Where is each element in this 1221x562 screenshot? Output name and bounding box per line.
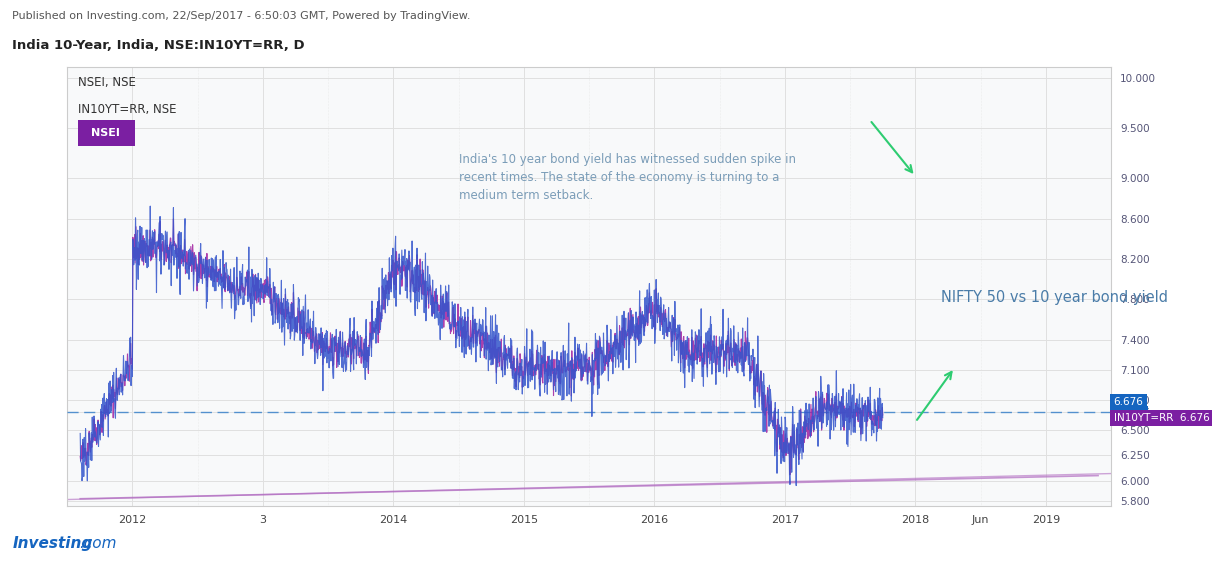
- FancyBboxPatch shape: [78, 120, 136, 146]
- Text: 6.676: 6.676: [1114, 397, 1143, 407]
- Text: India 10-Year, India, NSE:IN10YT=RR, D: India 10-Year, India, NSE:IN10YT=RR, D: [12, 39, 305, 52]
- Text: .com: .com: [79, 536, 117, 551]
- Text: Published on Investing.com, 22/Sep/2017 - 6:50:03 GMT, Powered by TradingView.: Published on Investing.com, 22/Sep/2017 …: [12, 11, 471, 21]
- Text: Investing: Investing: [12, 536, 93, 551]
- Text: IN10YT=RR, NSE: IN10YT=RR, NSE: [78, 102, 176, 116]
- Text: NSEI, NSE: NSEI, NSE: [78, 76, 136, 89]
- Text: India's 10 year bond yield has witnessed sudden spike in
recent times. The state: India's 10 year bond yield has witnessed…: [459, 153, 796, 202]
- Text: IN10YT=RR  6.676: IN10YT=RR 6.676: [1114, 413, 1209, 423]
- Text: 6.676: 6.676: [1117, 407, 1147, 418]
- Text: NIFTY 50 vs 10 year bond yield: NIFTY 50 vs 10 year bond yield: [941, 289, 1168, 305]
- Text: NSEI: NSEI: [92, 128, 120, 138]
